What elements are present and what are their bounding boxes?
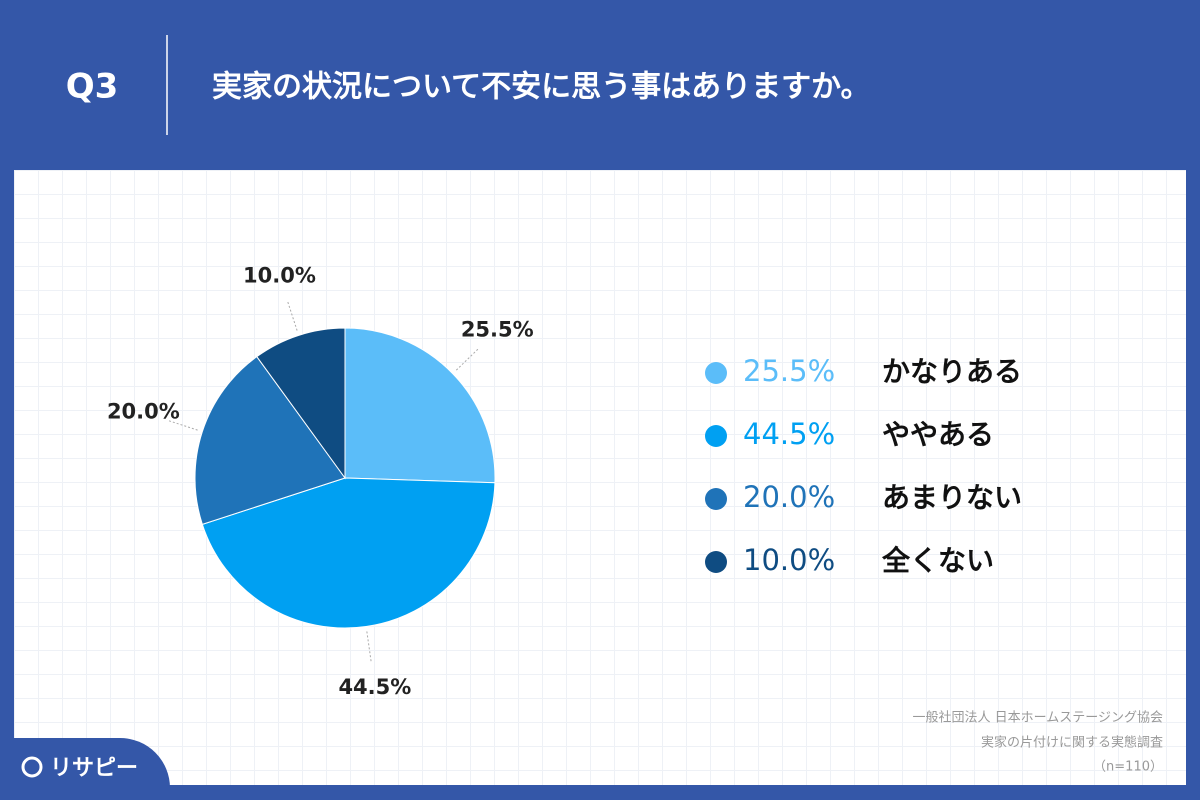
data-label: 10.0%: [243, 263, 316, 287]
legend-marker: [705, 362, 727, 384]
legend-label: 全くない: [881, 544, 994, 577]
chart-title: 実家の状況について不安に思う事はありますか。: [212, 70, 871, 105]
pie-slice: [194, 355, 346, 525]
leader-line: [366, 631, 372, 662]
leader-line: [287, 301, 298, 331]
data-label: 44.5%: [338, 675, 411, 699]
legend-value: 44.5%: [743, 417, 835, 451]
legend-marker: [705, 488, 727, 510]
legend-marker: [705, 425, 727, 447]
legend-label: かなりある: [882, 355, 1022, 388]
leader-line: [455, 348, 479, 371]
pie-slice: [344, 327, 496, 484]
logo: リサピー: [50, 756, 138, 781]
legend-marker: [705, 551, 727, 573]
logo-icon: [21, 756, 43, 778]
source: （n=110）: [1093, 760, 1163, 775]
leader-line: [168, 420, 198, 431]
legend-value: 10.0%: [743, 543, 835, 577]
source: 一般社団法人 日本ホームステージング協会: [913, 710, 1163, 726]
legend-label: あまりない: [882, 481, 1022, 514]
logo-bg: [0, 738, 170, 800]
panel: [14, 170, 1186, 785]
data-label: 25.5%: [461, 317, 534, 341]
pie-slice: [201, 477, 496, 629]
legend-value: 20.0%: [743, 480, 835, 514]
question-label: Q3: [66, 67, 119, 107]
source: 実家の片付けに関する実態調査: [981, 735, 1163, 751]
legend-value: 25.5%: [743, 354, 835, 388]
legend-label: ややある: [882, 418, 994, 451]
data-label: 20.0%: [107, 399, 180, 423]
pie-slice: [256, 327, 346, 480]
